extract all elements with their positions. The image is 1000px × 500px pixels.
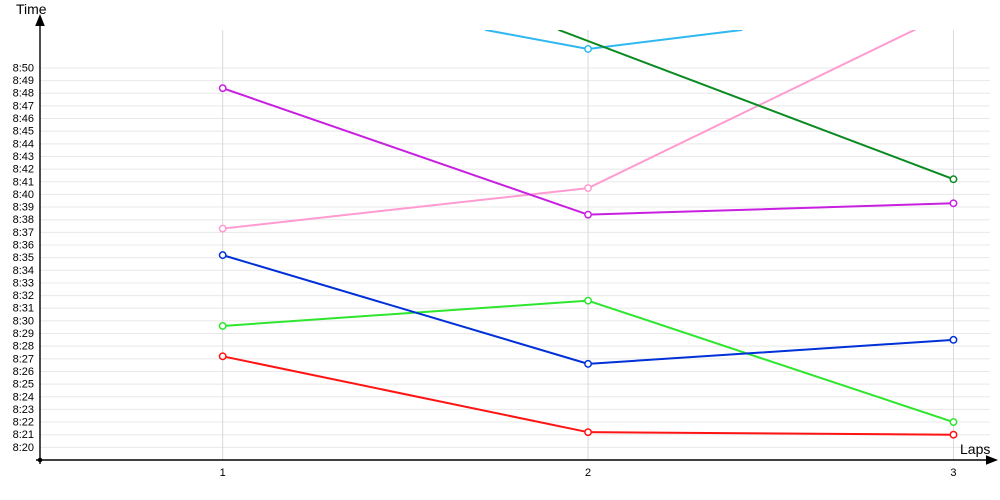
y-tick-label: 8:28 bbox=[13, 341, 34, 353]
y-tick-label: 8:34 bbox=[13, 265, 34, 277]
series-marker-pink bbox=[585, 185, 591, 191]
y-tick-label: 8:49 bbox=[13, 75, 34, 87]
series-marker-magenta bbox=[219, 85, 225, 91]
y-tick-label: 8:21 bbox=[13, 429, 34, 441]
y-tick-label: 8:39 bbox=[13, 202, 34, 214]
y-tick-label: 8:45 bbox=[13, 126, 34, 138]
y-tick-label: 8:47 bbox=[13, 100, 34, 112]
series-marker-blue bbox=[585, 361, 591, 367]
y-tick-label: 8:40 bbox=[13, 189, 34, 201]
y-tick-label: 8:33 bbox=[13, 277, 34, 289]
series-marker-magenta bbox=[950, 200, 956, 206]
y-tick-label: 8:36 bbox=[13, 240, 34, 252]
y-tick-label: 8:43 bbox=[13, 151, 34, 163]
y-tick-label: 8:46 bbox=[13, 113, 34, 125]
series-marker-red bbox=[585, 429, 591, 435]
y-axis-title-svg: Time bbox=[16, 1, 47, 17]
x-tick-label: 1 bbox=[220, 467, 226, 479]
y-tick-label: 8:48 bbox=[13, 88, 34, 100]
series-marker-blue bbox=[950, 337, 956, 343]
series-marker-magenta bbox=[585, 211, 591, 217]
series-marker-light-green bbox=[585, 297, 591, 303]
series-marker-red bbox=[950, 432, 956, 438]
y-tick-label: 8:20 bbox=[13, 442, 34, 454]
y-tick-label: 8:23 bbox=[13, 404, 34, 416]
y-tick-label: 8:44 bbox=[13, 138, 34, 150]
series-marker-blue bbox=[219, 252, 225, 258]
series-marker-light-green bbox=[219, 323, 225, 329]
y-tick-label: 8:22 bbox=[13, 417, 34, 429]
y-tick-label: 8:29 bbox=[13, 328, 34, 340]
y-tick-label: 8:30 bbox=[13, 315, 34, 327]
series-marker-cyan bbox=[585, 46, 591, 52]
y-tick-label: 8:35 bbox=[13, 252, 34, 264]
y-tick-label: 8:37 bbox=[13, 227, 34, 239]
series-marker-light-green bbox=[950, 419, 956, 425]
y-tick-label: 8:32 bbox=[13, 290, 34, 302]
y-tick-label: 8:26 bbox=[13, 366, 34, 378]
y-tick-label: 8:27 bbox=[13, 353, 34, 365]
y-tick-label: 8:41 bbox=[13, 176, 34, 188]
series-marker-red bbox=[219, 353, 225, 359]
x-tick-label: 2 bbox=[585, 467, 591, 479]
series-marker-dark-green bbox=[950, 176, 956, 182]
x-tick-label: 3 bbox=[950, 467, 956, 479]
y-tick-label: 8:24 bbox=[13, 391, 34, 403]
y-tick-label: 8:38 bbox=[13, 214, 34, 226]
y-tick-label: 8:50 bbox=[13, 62, 34, 74]
lap-time-chart: 8:208:218:228:238:248:258:268:278:288:29… bbox=[0, 0, 1000, 500]
chart-svg: 8:208:218:228:238:248:258:268:278:288:29… bbox=[0, 0, 1000, 500]
y-tick-label: 8:25 bbox=[13, 379, 34, 391]
y-tick-label: 8:31 bbox=[13, 303, 34, 315]
y-tick-label: 8:42 bbox=[13, 164, 34, 176]
x-axis-title-svg: Laps bbox=[960, 441, 990, 457]
series-marker-pink bbox=[219, 225, 225, 231]
